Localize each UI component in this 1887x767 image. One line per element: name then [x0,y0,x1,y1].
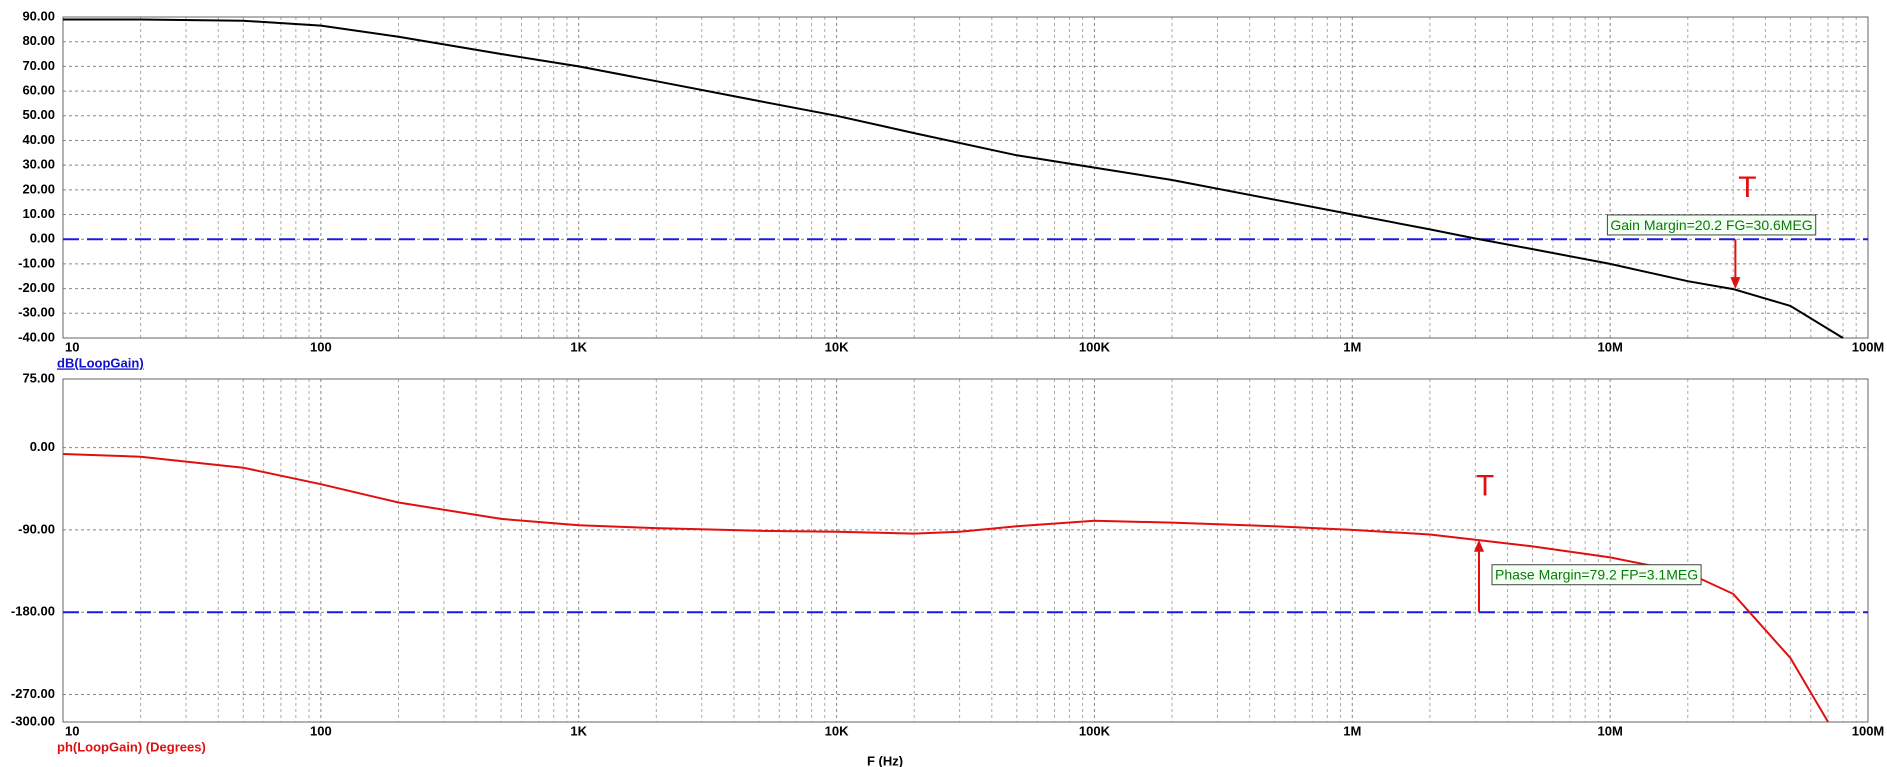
x-tick-label: 10K [825,339,849,354]
y-tick-label: 30.00 [22,157,55,172]
x-tick-label: 1M [1343,723,1361,738]
margin-annotation: Phase Margin=79.2 FP=3.1MEG [1495,567,1698,583]
x-tick-label: 100M [1852,723,1885,738]
marker-label: T [1476,470,1494,503]
x-tick-label: 10 [65,723,79,738]
x-tick-label: 1M [1343,339,1361,354]
x-tick-label: 100M [1852,339,1885,354]
annotation-box [1606,214,1817,236]
x-tick-label: 1K [570,339,587,354]
x-tick-label: 10M [1597,723,1622,738]
y-tick-label: 75.00 [22,370,55,385]
x-tick-label: 1K [570,723,587,738]
axis-label: ph(LoopGain) (Degrees) [57,739,206,754]
y-tick-label: 0.00 [30,439,55,454]
y-tick-label: 70.00 [22,58,55,73]
series-line [62,453,1829,723]
arrow-head [1730,277,1741,290]
y-tick-label: -300.00 [11,713,55,728]
y-tick-label: -20.00 [18,280,55,295]
y-tick-label: 60.00 [22,83,55,98]
y-tick-label: -30.00 [18,305,55,320]
y-tick-label: 20.00 [22,181,55,196]
x-tick-label: 10 [65,339,79,354]
arrow-head [1473,539,1484,552]
y-tick-label: 40.00 [22,132,55,147]
x-axis-label: F (Hz) [867,753,903,767]
x-tick-label: 100 [310,339,332,354]
plot-frame [62,378,1869,723]
y-tick-label: 0.00 [30,231,55,246]
x-tick-label: 100 [310,723,332,738]
series-line [63,18,1844,339]
y-tick-label: 10.00 [22,206,55,221]
y-tick-label: 90.00 [22,8,55,23]
y-tick-label: 80.00 [22,33,55,48]
x-tick-label: 10K [825,723,849,738]
plot-frame [62,16,1869,339]
x-tick-label: 100K [1079,723,1111,738]
y-tick-label: -270.00 [11,686,55,701]
y-tick-label: -90.00 [18,521,55,536]
x-tick-label: 100K [1079,339,1111,354]
y-tick-label: 50.00 [22,107,55,122]
axis-label: dB(LoopGain) [57,355,144,370]
y-tick-label: -10.00 [18,255,55,270]
x-tick-label: 10M [1597,339,1622,354]
margin-annotation: Gain Margin=20.2 FG=30.6MEG [1610,217,1812,233]
annotation-box [1491,564,1702,586]
marker-label: T [1738,171,1756,204]
y-tick-label: -40.00 [18,329,55,344]
y-tick-label: -180.00 [11,604,55,619]
